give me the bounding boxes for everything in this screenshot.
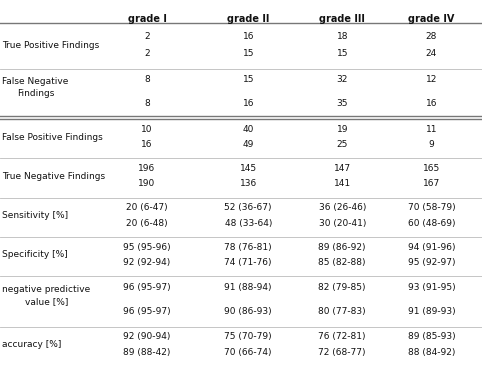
Text: 28: 28 <box>426 32 437 41</box>
Text: 30 (20-41): 30 (20-41) <box>319 219 366 228</box>
Text: grade II: grade II <box>227 14 269 24</box>
Text: 74 (71-76): 74 (71-76) <box>225 258 272 267</box>
Text: 48 (33-64): 48 (33-64) <box>225 219 272 228</box>
Text: 89 (85-93): 89 (85-93) <box>408 332 455 341</box>
Text: 15: 15 <box>242 49 254 58</box>
Text: 78 (76-81): 78 (76-81) <box>225 243 272 252</box>
Text: 60 (48-69): 60 (48-69) <box>408 219 455 228</box>
Text: 95 (95-96): 95 (95-96) <box>123 243 171 252</box>
Text: 16: 16 <box>141 140 153 149</box>
Text: 36 (26-46): 36 (26-46) <box>319 203 366 212</box>
Text: 11: 11 <box>426 125 437 134</box>
Text: False Negative
Findings: False Negative Findings <box>2 78 69 98</box>
Text: 95 (92-97): 95 (92-97) <box>408 258 455 267</box>
Text: grade III: grade III <box>319 14 365 24</box>
Text: 96 (95-97): 96 (95-97) <box>123 307 171 316</box>
Text: False Positive Findings: False Positive Findings <box>2 132 103 142</box>
Text: 90 (86-93): 90 (86-93) <box>225 307 272 316</box>
Text: 25: 25 <box>336 140 348 149</box>
Text: 92 (90-94): 92 (90-94) <box>123 332 171 341</box>
Text: 76 (72-81): 76 (72-81) <box>319 332 366 341</box>
Text: 15: 15 <box>336 49 348 58</box>
Text: 32: 32 <box>336 75 348 84</box>
Text: 190: 190 <box>138 179 156 188</box>
Text: 24: 24 <box>426 49 437 58</box>
Text: accuracy [%]: accuracy [%] <box>2 340 62 349</box>
Text: 94 (91-96): 94 (91-96) <box>408 243 455 252</box>
Text: 2: 2 <box>144 32 150 41</box>
Text: 196: 196 <box>138 164 156 173</box>
Text: 8: 8 <box>144 75 150 84</box>
Text: 18: 18 <box>336 32 348 41</box>
Text: 91 (89-93): 91 (89-93) <box>408 307 455 316</box>
Text: 16: 16 <box>242 100 254 108</box>
Text: 75 (70-79): 75 (70-79) <box>225 332 272 341</box>
Text: 16: 16 <box>242 32 254 41</box>
Text: 141: 141 <box>334 179 351 188</box>
Text: 12: 12 <box>426 75 437 84</box>
Text: 72 (68-77): 72 (68-77) <box>319 348 366 357</box>
Text: 15: 15 <box>242 75 254 84</box>
Text: 20 (6-47): 20 (6-47) <box>126 203 168 212</box>
Text: Specificity [%]: Specificity [%] <box>2 250 68 259</box>
Text: 70 (66-74): 70 (66-74) <box>225 348 272 357</box>
Text: 89 (86-92): 89 (86-92) <box>319 243 366 252</box>
Text: grade IV: grade IV <box>408 14 455 24</box>
Text: 70 (58-79): 70 (58-79) <box>408 203 455 212</box>
Text: 16: 16 <box>426 100 437 108</box>
Text: 20 (6-48): 20 (6-48) <box>126 219 168 228</box>
Text: 10: 10 <box>141 125 153 134</box>
Text: 52 (36-67): 52 (36-67) <box>225 203 272 212</box>
Text: 9: 9 <box>428 140 434 149</box>
Text: 40: 40 <box>242 125 254 134</box>
Text: True Positive Findings: True Positive Findings <box>2 41 100 50</box>
Text: True Negative Findings: True Negative Findings <box>2 172 106 181</box>
Text: 2: 2 <box>144 49 150 58</box>
Text: Sensitivity [%]: Sensitivity [%] <box>2 211 68 220</box>
Text: 88 (84-92): 88 (84-92) <box>408 348 455 357</box>
Text: 85 (82-88): 85 (82-88) <box>319 258 366 267</box>
Text: grade I: grade I <box>128 14 166 24</box>
Text: 19: 19 <box>336 125 348 134</box>
Text: 80 (77-83): 80 (77-83) <box>319 307 366 316</box>
Text: 136: 136 <box>240 179 257 188</box>
Text: 82 (79-85): 82 (79-85) <box>319 283 366 292</box>
Text: 96 (95-97): 96 (95-97) <box>123 283 171 292</box>
Text: 8: 8 <box>144 100 150 108</box>
Text: negative predictive
value [%]: negative predictive value [%] <box>2 285 91 306</box>
Text: 89 (88-42): 89 (88-42) <box>123 348 171 357</box>
Text: 35: 35 <box>336 100 348 108</box>
Text: 92 (92-94): 92 (92-94) <box>123 258 171 267</box>
Text: 145: 145 <box>240 164 257 173</box>
Text: 91 (88-94): 91 (88-94) <box>225 283 272 292</box>
Text: 167: 167 <box>423 179 440 188</box>
Text: 49: 49 <box>242 140 254 149</box>
Text: 147: 147 <box>334 164 351 173</box>
Text: 165: 165 <box>423 164 440 173</box>
Text: 93 (91-95): 93 (91-95) <box>408 283 455 292</box>
